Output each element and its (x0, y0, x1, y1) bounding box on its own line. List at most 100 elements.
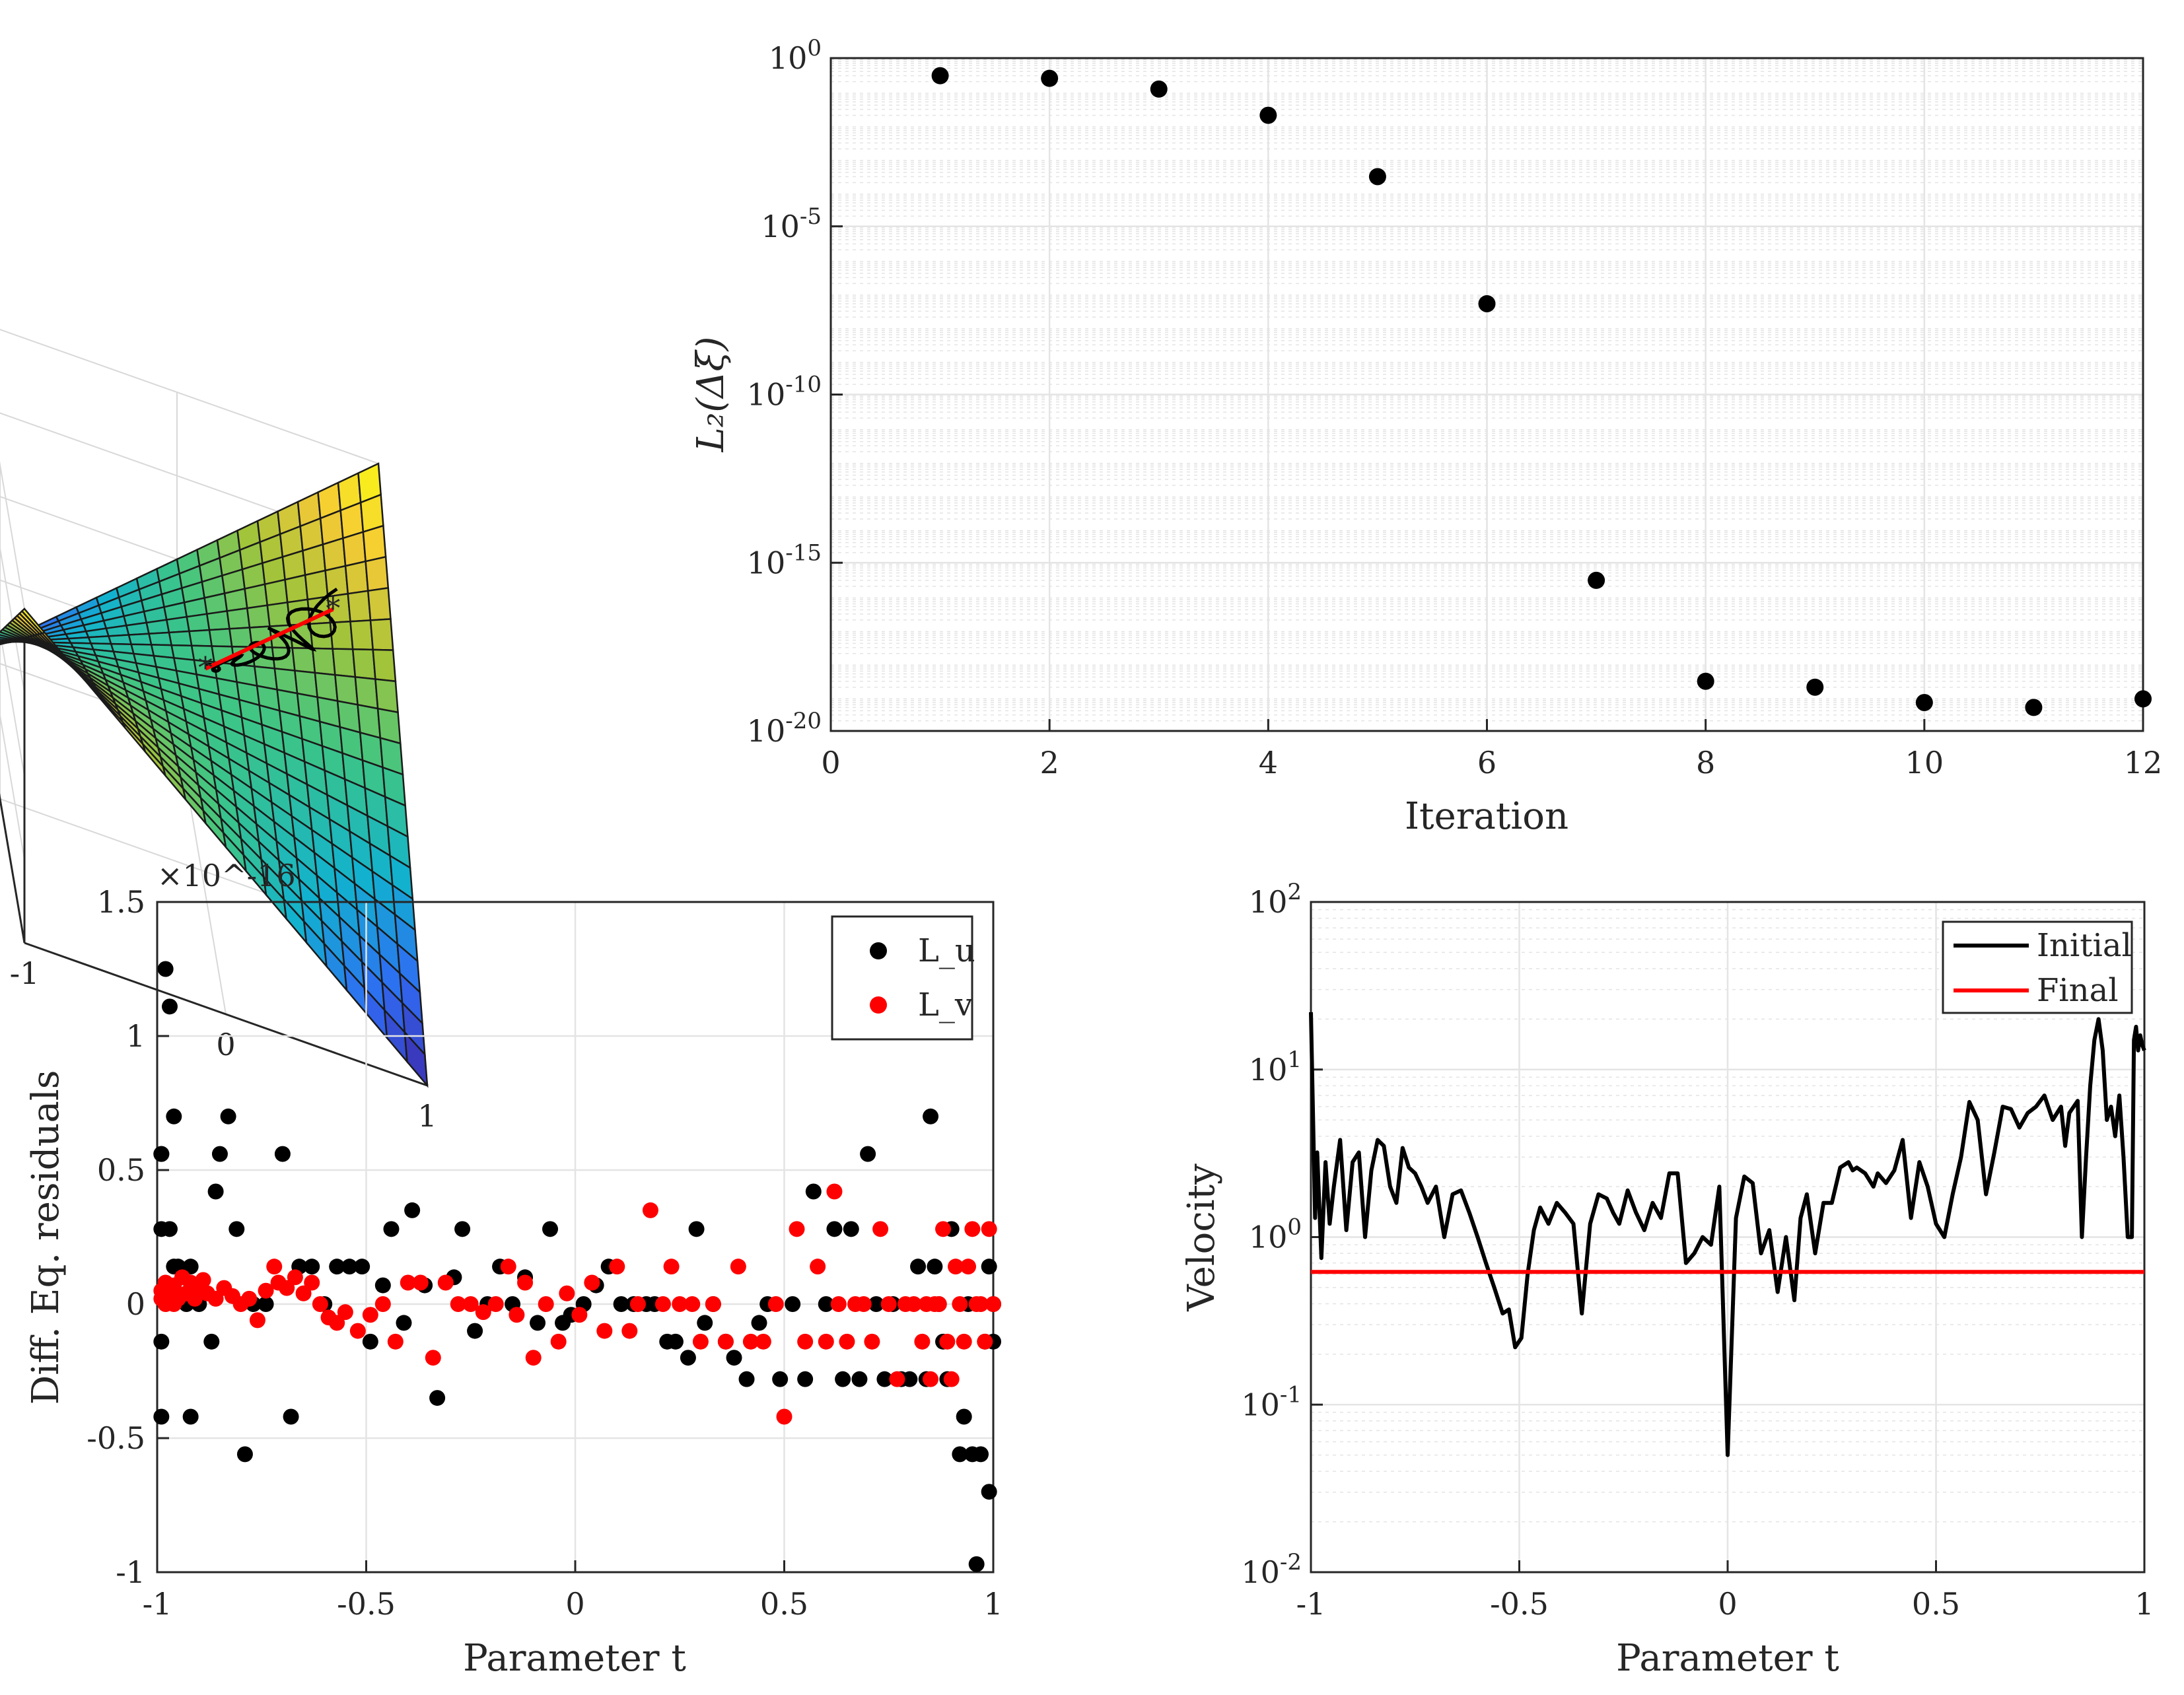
data-point-lu (726, 1350, 742, 1366)
data-point-lu (738, 1371, 755, 1387)
data-point (1697, 672, 1714, 690)
x-tick-label: -1 (10, 955, 40, 991)
data-point-lv (985, 1296, 1001, 1312)
y-tick-label: 100 (769, 35, 822, 76)
data-point-lv (872, 1221, 889, 1237)
x-tick-label: -0.5 (1490, 1586, 1549, 1622)
data-point-lv (487, 1296, 504, 1312)
surface-patch (284, 574, 309, 604)
data-point-lv (730, 1259, 746, 1275)
data-point-lu (826, 1221, 843, 1237)
data-point-lv (387, 1333, 404, 1350)
final-path (204, 607, 334, 671)
data-point-lv (905, 1296, 922, 1312)
surface-patch (369, 618, 394, 651)
surface-patch (349, 619, 374, 651)
x-tick-label: 0 (216, 1027, 235, 1062)
data-point (1259, 106, 1277, 124)
data-point-lv (755, 1333, 771, 1350)
data-point-lv (559, 1285, 575, 1301)
data-point-lu (835, 1371, 851, 1387)
data-point-lv (776, 1408, 793, 1425)
x-tick-label: 0 (1718, 1586, 1737, 1622)
convergence-points (931, 67, 2152, 716)
data-point-lv (767, 1296, 784, 1312)
data-point-lv (500, 1259, 516, 1275)
data-point-lv (266, 1259, 283, 1275)
data-point-lv (826, 1183, 843, 1200)
data-point-lv (279, 1280, 295, 1296)
data-point-lu (901, 1371, 918, 1387)
convergence-ylabel: L₂(Δξ) (689, 337, 732, 453)
data-point-lu (797, 1371, 814, 1387)
data-point-lv (517, 1274, 534, 1291)
x-tick-label: 1 (983, 1586, 1003, 1622)
y-tick-label: -1 (116, 1554, 145, 1590)
x-tick-label: 0.5 (760, 1586, 808, 1622)
data-point-lu (927, 1259, 943, 1275)
data-point-lu (153, 1146, 170, 1162)
data-point-lv (425, 1350, 441, 1366)
residuals-ticks: -1 -0.5 0 0.5 1 1.5 1 0.5 0 -0.5 -1 (87, 884, 1003, 1622)
data-point-lv (931, 1296, 947, 1312)
data-point-lu (952, 1446, 968, 1463)
surface-patch (264, 578, 289, 607)
surface-patch (229, 627, 254, 648)
x-tick-label: 4 (1259, 745, 1278, 780)
surface-patch (165, 615, 190, 634)
data-point-lu (404, 1202, 421, 1218)
y-tick-label: 10-2 (1241, 1549, 1302, 1590)
residuals-plot: -1 -0.5 0 0.5 1 1.5 1 0.5 0 -0.5 -1 ×10^-16 Parame… (24, 858, 1003, 1680)
data-point-lu (341, 1259, 358, 1275)
x-tick-label: 0.5 (1912, 1586, 1960, 1622)
residuals-xlabel: Parameter t (463, 1637, 686, 1680)
data-point-lv (935, 1221, 952, 1237)
surface-patch (374, 678, 399, 714)
data-point-lu (851, 1371, 868, 1387)
data-point-lu (383, 1221, 400, 1237)
velocity-xlabel: Parameter t (1616, 1637, 1839, 1680)
data-point-lv (349, 1323, 366, 1339)
y-tick-label: 1 (126, 1018, 145, 1054)
data-point-lv (977, 1333, 993, 1350)
data-point-lu (467, 1323, 483, 1339)
data-point-lu (805, 1183, 822, 1200)
data-point-lu (166, 1108, 182, 1124)
side-wall-gridline (0, 711, 25, 860)
data-point-lv (964, 1221, 981, 1237)
data-point-lv (939, 1333, 956, 1350)
surface-patch (291, 646, 316, 674)
data-point-lu (161, 1221, 178, 1237)
floor-gridline (0, 795, 25, 944)
surface-patch (168, 630, 193, 647)
surface-patch (145, 619, 170, 635)
surface-patch (372, 648, 397, 683)
data-point-lv (960, 1259, 977, 1275)
data-point-lu (157, 961, 174, 977)
legend-label-lv: L_v (918, 986, 973, 1023)
y-tick-label: 0.5 (97, 1152, 145, 1188)
convergence-grid (829, 57, 2144, 732)
data-point-lv (629, 1296, 646, 1312)
data-point-lu (304, 1259, 320, 1275)
data-point-lv (830, 1296, 847, 1312)
series-line-initial (1309, 1012, 2146, 1457)
surface-patch (404, 1029, 429, 1088)
legend-marker-lu (870, 942, 887, 959)
data-point-lv (609, 1259, 625, 1275)
residuals-points (153, 961, 1001, 1572)
data-point-lu (203, 1333, 220, 1350)
surface-patch (311, 647, 336, 676)
data-point-lu (613, 1296, 629, 1312)
endpoint-marker: * (198, 652, 213, 685)
side-wall-gridline (0, 461, 25, 609)
surface-patch (322, 537, 347, 572)
legend-label-lu: L_u (918, 932, 975, 969)
x-tick-label: -1 (1296, 1586, 1326, 1622)
data-point-lu (153, 1333, 170, 1350)
data-point-lu (910, 1259, 927, 1275)
surface-patch (246, 604, 271, 629)
velocity-lines (1309, 1012, 2146, 1457)
data-point-lv (864, 1333, 880, 1350)
